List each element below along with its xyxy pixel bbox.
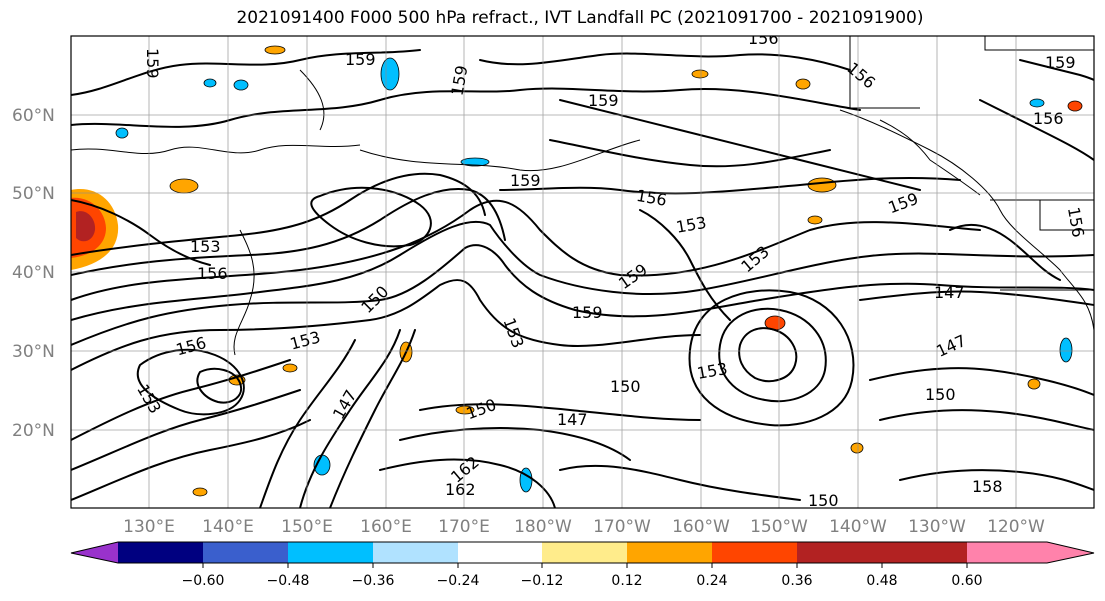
- lat-label: 30°N: [12, 342, 55, 362]
- contour-label: 159: [345, 50, 376, 69]
- contour-label: 159: [572, 303, 603, 322]
- shading-blob: [807, 177, 837, 193]
- colorbar-segment: [882, 542, 967, 563]
- colorbar-segment: [967, 542, 1047, 563]
- colorbar-segment: [288, 542, 373, 563]
- contour-label: 150: [925, 385, 956, 404]
- contour-label: 156: [748, 29, 779, 48]
- colorbar-tick-label: 0.24: [696, 573, 727, 589]
- shading-blob: [1059, 337, 1073, 363]
- lon-label: 140°E: [202, 517, 254, 537]
- contour-label: 147: [557, 410, 588, 429]
- colorbar-ticks: [202, 563, 968, 568]
- lon-label: 120°W: [987, 517, 1045, 537]
- colorbar-outline: [70, 541, 1095, 564]
- shading-blob: [691, 69, 709, 79]
- colorbar-segment: [458, 542, 542, 563]
- longitude-labels: 130°E 140°E 150°E 160°E 170°E 180°W 170°…: [123, 517, 1045, 537]
- lon-label: 140°W: [829, 517, 887, 537]
- contour-label: 150: [610, 377, 641, 396]
- contour-label: 158: [972, 477, 1003, 496]
- lon-label: 170°W: [593, 517, 651, 537]
- colorbar: −0.60 −0.48 −0.36 −0.24 −0.12 0.12 0.24 …: [70, 541, 1095, 589]
- contour-label: 150: [808, 491, 839, 510]
- contour-label: 162: [445, 480, 476, 499]
- shading-blob: [850, 442, 864, 454]
- contour-label: 153: [190, 237, 221, 256]
- contour-label: 156: [1033, 109, 1064, 128]
- shading-blob: [115, 127, 129, 139]
- coastlines: [71, 36, 1094, 356]
- lon-label: 160°W: [672, 517, 730, 537]
- shading-blob: [1067, 100, 1083, 112]
- shading-blob: [192, 487, 208, 497]
- shading-blob: [380, 57, 400, 91]
- shading-blob: [1027, 378, 1041, 390]
- colorbar-tick-label: 0.60: [951, 573, 982, 589]
- colorbar-tick-label: −0.60: [182, 573, 225, 589]
- shading-blob: [233, 79, 249, 91]
- colorbar-segment: [627, 542, 712, 563]
- shading-blob: [455, 405, 475, 415]
- lat-label: 20°N: [12, 421, 55, 441]
- lat-label: 60°N: [12, 106, 55, 126]
- shading-blob: [203, 78, 217, 88]
- shading-blob: [264, 45, 286, 55]
- contour-label: 147: [934, 283, 965, 302]
- colorbar-tick-label: −0.12: [521, 573, 564, 589]
- colorbar-extend-low: [71, 542, 118, 563]
- colorbar-segment: [712, 542, 797, 563]
- colorbar-segment: [797, 542, 882, 563]
- colorbar-tick-label: −0.48: [267, 573, 310, 589]
- contour-label: 159: [588, 91, 619, 110]
- lon-label: 160°E: [360, 517, 412, 537]
- colorbar-segment: [118, 542, 203, 563]
- lat-label: 40°N: [12, 263, 55, 283]
- contour-label: 159: [510, 171, 541, 190]
- contour-label: 159: [1045, 53, 1076, 72]
- colorbar-tick-label: 0.12: [611, 573, 642, 589]
- colorbar-segment: [373, 542, 458, 563]
- colorbar-tick-label: −0.36: [352, 573, 395, 589]
- map-panel[interactable]: 159 159 159 156 159 156 159 156 153 159 …: [70, 29, 1095, 510]
- lon-label: 170°E: [438, 517, 490, 537]
- shading-blob: [76, 211, 96, 242]
- map-title: 2021091400 F000 500 hPa refract., IVT La…: [236, 8, 924, 28]
- colorbar-tick-label: 0.36: [781, 573, 812, 589]
- shading-blob: [282, 363, 298, 373]
- colorbar-tick-label: 0.48: [866, 573, 897, 589]
- shading-blob: [795, 78, 811, 90]
- latitude-labels: 60°N 50°N 40°N 30°N 20°N: [12, 106, 55, 441]
- contour-label: 156: [197, 264, 228, 283]
- lon-label: 150°E: [281, 517, 333, 537]
- shading-blob: [1029, 98, 1045, 108]
- lon-label: 130°W: [908, 517, 966, 537]
- colorbar-tick-label: −0.24: [437, 573, 480, 589]
- contour-label: 159: [143, 48, 162, 79]
- colorbar-segment: [542, 542, 627, 563]
- shading-blob: [460, 157, 490, 167]
- shading-blob: [807, 215, 823, 225]
- shading-blob: [169, 178, 199, 194]
- colorbar-extend-high: [1047, 542, 1094, 563]
- lon-label: 150°W: [750, 517, 808, 537]
- lon-label: 180°W: [514, 517, 572, 537]
- graticule: [71, 36, 1094, 508]
- lat-label: 50°N: [12, 184, 55, 204]
- contour-lines: [71, 49, 1094, 508]
- map-frame: [70, 35, 1095, 509]
- lon-label: 130°E: [123, 517, 175, 537]
- colorbar-segment: [203, 542, 288, 563]
